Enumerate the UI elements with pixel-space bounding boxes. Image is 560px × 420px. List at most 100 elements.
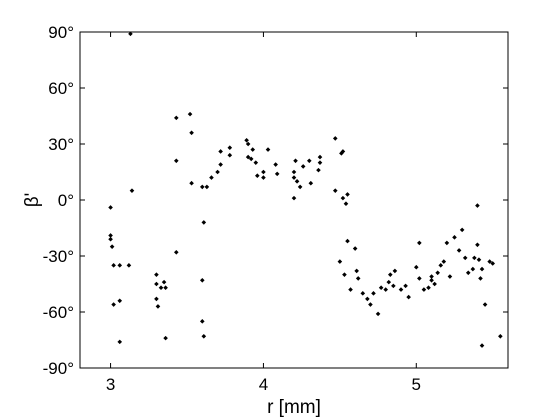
data-point (255, 173, 260, 179)
data-point (189, 180, 194, 186)
data-point (163, 285, 168, 291)
data-point (261, 169, 266, 175)
data-point (478, 276, 483, 281)
data-point (158, 285, 164, 291)
data-point (375, 311, 381, 317)
data-points (108, 31, 503, 348)
data-point (487, 259, 492, 264)
y-tick-label: 0° (58, 191, 74, 210)
data-point (444, 240, 450, 246)
data-point (294, 179, 300, 184)
data-point (128, 31, 133, 37)
data-point (245, 141, 251, 147)
data-point (429, 274, 434, 279)
data-point (293, 158, 298, 164)
data-point (345, 238, 350, 244)
data-point (413, 264, 419, 270)
data-point (291, 195, 297, 201)
data-point (174, 249, 179, 255)
data-point (273, 162, 278, 167)
data-point (472, 255, 477, 261)
data-point (108, 233, 113, 238)
data-point (117, 263, 123, 268)
data-point (354, 268, 359, 274)
data-point (129, 188, 135, 193)
data-point (308, 180, 314, 186)
data-point (456, 248, 462, 253)
data-point (343, 201, 349, 207)
x-tick-label: 3 (106, 375, 115, 394)
data-point (479, 266, 485, 272)
data-point (368, 302, 373, 307)
data-point (392, 268, 398, 274)
y-tick-label: -90° (43, 359, 74, 378)
data-point (111, 302, 116, 307)
data-point (201, 333, 207, 339)
data-point (360, 291, 366, 296)
data-point (388, 272, 393, 277)
data-point (199, 319, 205, 324)
data-point (421, 287, 427, 292)
data-point (250, 147, 256, 152)
data-point (154, 296, 159, 302)
data-point (332, 188, 338, 193)
data-point (352, 246, 358, 251)
data-point (227, 145, 233, 151)
y-tick-label: -60° (43, 303, 74, 322)
data-point (355, 276, 361, 281)
x-tick-label: 4 (259, 375, 268, 394)
data-point (274, 171, 280, 177)
data-point (109, 244, 115, 249)
data-point (227, 152, 233, 158)
data-point (306, 158, 312, 164)
data-point (498, 333, 503, 339)
data-point (417, 276, 422, 281)
data-point (199, 277, 205, 283)
data-point (317, 160, 323, 165)
data-point (111, 263, 116, 268)
data-point (300, 164, 306, 169)
data-point (174, 158, 179, 164)
data-point (201, 220, 207, 225)
data-point (426, 285, 431, 291)
data-point (117, 339, 123, 345)
data-point (475, 203, 480, 208)
data-point (108, 205, 113, 210)
data-point (465, 270, 471, 276)
data-point (291, 175, 297, 180)
data-point (452, 235, 457, 240)
data-point (398, 287, 404, 292)
data-point (155, 304, 161, 309)
data-point (435, 270, 440, 276)
data-point (482, 302, 488, 307)
data-point (218, 162, 223, 167)
data-point (154, 281, 159, 287)
data-point (476, 257, 482, 263)
data-point (438, 263, 444, 268)
data-point (470, 266, 476, 272)
data-point (174, 115, 179, 121)
data-point (297, 184, 303, 190)
data-point (462, 255, 468, 261)
data-point (378, 285, 384, 291)
data-point (371, 291, 376, 296)
data-point (348, 287, 353, 292)
y-axis: 90° 60° 30° 0° -30° -60° -90° (43, 23, 508, 378)
data-point (391, 283, 396, 289)
data-point (126, 263, 132, 268)
y-tick-label: -30° (43, 247, 74, 266)
data-point (447, 274, 453, 279)
data-point (345, 192, 350, 197)
data-point (386, 279, 392, 285)
data-point (441, 259, 447, 264)
data-point (479, 343, 485, 348)
data-point (218, 149, 223, 154)
data-point (187, 111, 193, 117)
y-axis-label: β' (22, 193, 43, 208)
data-point (244, 137, 249, 143)
data-point (432, 281, 437, 287)
data-point (332, 136, 338, 141)
data-point (490, 261, 496, 266)
data-point (108, 236, 113, 242)
